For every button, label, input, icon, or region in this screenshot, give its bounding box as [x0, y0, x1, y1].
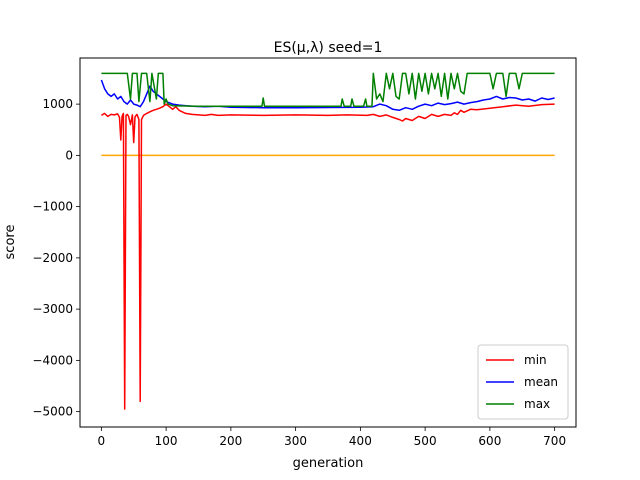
x-tick-label: 300: [284, 434, 307, 448]
axes-frame: [79, 57, 577, 428]
series-line-mean: [100, 79, 555, 112]
x-tick-label: 0: [98, 434, 106, 448]
y-tick-label: −1000: [32, 200, 73, 214]
y-tick-label: −4000: [32, 353, 73, 367]
x-tick-label: 100: [155, 434, 178, 448]
y-axis-label: score: [3, 225, 18, 260]
x-tick-label: 500: [414, 434, 437, 448]
y-tick-label: 1000: [42, 97, 73, 111]
legend-label-mean: mean: [524, 375, 558, 389]
series-line-max: [101, 72, 555, 107]
x-axis-label: generation: [293, 456, 364, 471]
x-tick-label: 200: [219, 434, 242, 448]
y-tick-label: −3000: [32, 302, 73, 316]
series-line-min: [101, 103, 555, 410]
x-tick-label: 700: [543, 434, 566, 448]
y-tick-label: 0: [65, 148, 73, 162]
plot-area: [100, 72, 555, 410]
y-axis: −5000 −4000 −3000 −2000 −1000 0 1000: [32, 97, 80, 419]
y-tick-label: −5000: [32, 405, 73, 419]
x-axis: 0 100 200 300 400 500 600 700: [98, 427, 566, 448]
x-tick-label: 400: [349, 434, 372, 448]
chart-title: ES(μ,λ) seed=1: [274, 40, 383, 56]
x-tick-label: 600: [478, 434, 501, 448]
legend-label-min: min: [524, 353, 547, 367]
legend-box: [477, 344, 569, 420]
y-tick-label: −2000: [32, 251, 73, 265]
legend-label-max: max: [524, 397, 550, 411]
legend: min mean max: [477, 344, 569, 420]
